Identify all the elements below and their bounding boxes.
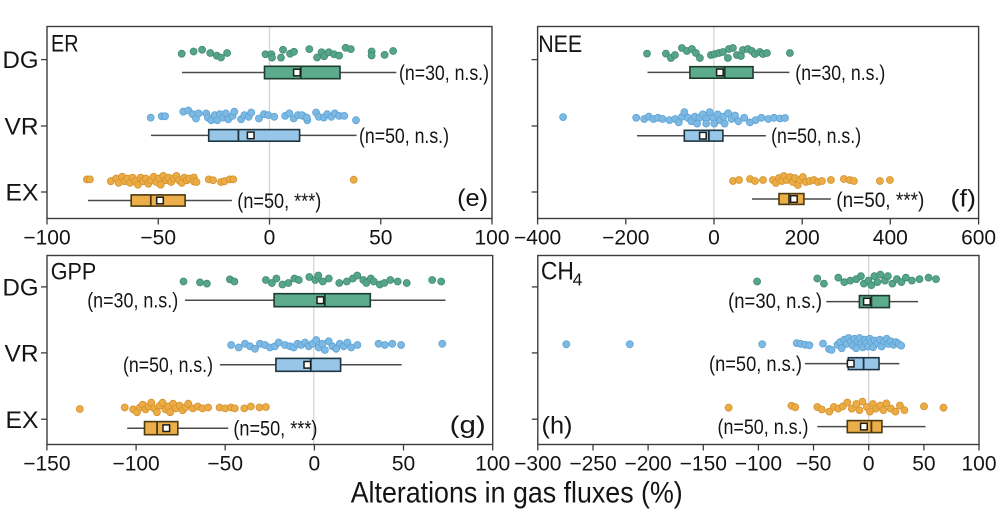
svg-text:Alterations in gas fluxes (%): Alterations in gas fluxes (%) (351, 477, 683, 510)
svg-text:0: 0 (863, 453, 875, 476)
svg-text:−250: −250 (569, 453, 616, 476)
svg-text:0: 0 (708, 227, 720, 250)
svg-text:(n=50, n.s.): (n=50, n.s.) (709, 353, 802, 376)
svg-text:(h): (h) (542, 412, 573, 439)
svg-text:−50: −50 (796, 453, 832, 476)
svg-text:(n=50, ***): (n=50, ***) (233, 418, 317, 441)
svg-text:DG: DG (3, 275, 39, 302)
svg-text:100: 100 (961, 453, 996, 476)
svg-text:VR: VR (5, 114, 39, 141)
svg-text:−200: −200 (602, 227, 649, 250)
svg-text:−150: −150 (23, 453, 70, 476)
svg-text:(n=50, ***): (n=50, ***) (237, 190, 321, 213)
svg-text:−100: −100 (735, 453, 782, 476)
svg-text:4: 4 (573, 270, 583, 290)
svg-text:VR: VR (5, 341, 39, 368)
svg-text:−50: −50 (140, 227, 176, 250)
svg-text:−400: −400 (514, 227, 561, 250)
svg-text:−100: −100 (112, 453, 159, 476)
svg-text:−150: −150 (680, 453, 727, 476)
svg-text:100: 100 (474, 227, 509, 250)
svg-text:400: 400 (873, 227, 908, 250)
svg-text:50: 50 (392, 453, 415, 476)
svg-text:600: 600 (961, 227, 996, 250)
svg-text:(n=50, n.s.): (n=50, n.s.) (359, 125, 449, 148)
svg-text:−50: −50 (207, 453, 243, 476)
svg-text:(n=50, n.s.): (n=50, n.s.) (718, 416, 809, 439)
svg-text:NEE: NEE (538, 31, 582, 58)
svg-text:(n=30, n.s.): (n=30, n.s.) (87, 290, 178, 313)
svg-text:EX: EX (6, 180, 39, 207)
svg-text:−300: −300 (514, 453, 561, 476)
svg-text:ER: ER (51, 30, 79, 57)
svg-text:(n=30, n.s.): (n=30, n.s.) (399, 62, 489, 85)
svg-text:0: 0 (309, 453, 321, 476)
svg-text:(e): (e) (457, 185, 488, 212)
svg-text:−200: −200 (624, 453, 671, 476)
svg-text:EX: EX (6, 407, 39, 434)
svg-text:50: 50 (369, 227, 392, 250)
svg-text:(n=30, n.s.): (n=30, n.s.) (795, 62, 885, 85)
svg-text:(n=50, n.s.): (n=50, n.s.) (771, 125, 861, 148)
svg-text:−100: −100 (23, 227, 70, 250)
svg-text:50: 50 (912, 453, 935, 476)
svg-text:200: 200 (785, 227, 820, 250)
svg-text:GPP: GPP (51, 259, 97, 286)
svg-text:(n=50, ***): (n=50, ***) (836, 189, 924, 212)
svg-text:(n=50, n.s.): (n=50, n.s.) (123, 354, 213, 377)
svg-text:100: 100 (475, 453, 510, 476)
svg-text:CH: CH (541, 258, 574, 286)
svg-text:0: 0 (264, 227, 276, 250)
svg-text:(g): (g) (450, 412, 486, 439)
svg-text:(f): (f) (951, 185, 977, 212)
svg-text:DG: DG (3, 47, 39, 74)
svg-text:(n=30, n.s.): (n=30, n.s.) (728, 290, 822, 313)
